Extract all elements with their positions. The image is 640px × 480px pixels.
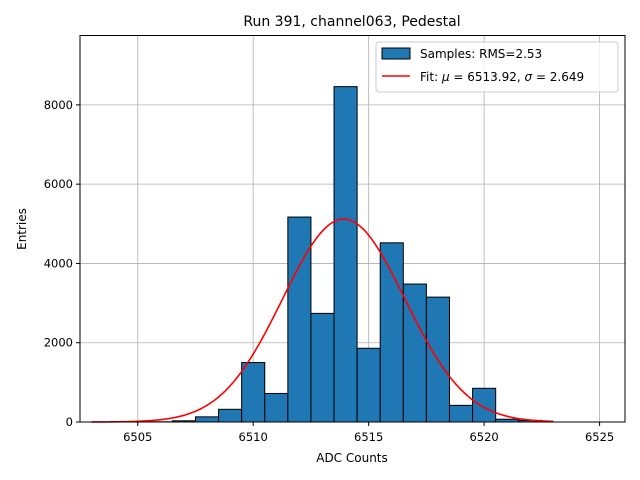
y-tick-label: 0: [66, 415, 73, 429]
gaussian-fit-curve: [91, 218, 554, 423]
legend-fit-prefix: Fit:: [420, 70, 442, 84]
legend-frame: [375, 41, 619, 93]
histogram-bar: [448, 404, 474, 423]
histogram-bar: [194, 416, 220, 423]
histogram-bar: [287, 216, 312, 423]
x-tick-label: 6520: [469, 430, 498, 444]
histogram-bar: [402, 283, 427, 423]
legend-fit-sigma-value: = 2.649: [532, 70, 584, 84]
histogram-bar: [472, 387, 497, 423]
x-tick-label: 6515: [354, 430, 383, 444]
legend-fit-label: Fit: μ = 6513.92, σ = 2.649: [420, 70, 584, 84]
legend-histogram-label: Samples: RMS=2.53: [420, 47, 542, 61]
x-axis-label: ADC Counts: [316, 451, 388, 465]
histogram-bar: [356, 347, 381, 423]
x-axis-ticks: 6505 6510 6515 6520 6525: [123, 422, 614, 444]
plot-frame: [79, 35, 626, 423]
y-tick-label: 6000: [44, 177, 73, 191]
y-tick-label: 2000: [44, 336, 73, 350]
y-tick-label: 4000: [44, 256, 73, 270]
legend-fit-mu-symbol: μ: [441, 70, 450, 84]
histogram-bar: [241, 362, 266, 423]
histogram-bar: [218, 408, 243, 423]
x-tick-label: 6510: [239, 430, 268, 444]
legend: Samples: RMS=2.53 Fit: μ = 6513.92, σ = …: [375, 41, 619, 93]
y-tick-label: 8000: [44, 98, 73, 112]
fit-curve-group: [91, 218, 554, 423]
x-tick-label: 6525: [585, 430, 614, 444]
histogram-bar: [264, 392, 289, 423]
y-axis-label: Entries: [15, 208, 29, 250]
histogram-bars: [148, 86, 543, 423]
legend-histogram-swatch: [381, 47, 411, 60]
x-tick-label: 6505: [123, 430, 152, 444]
chart-title: Run 391, channel063, Pedestal: [243, 14, 460, 30]
histogram-bar: [310, 312, 335, 423]
y-axis-ticks: 0 2000 4000 6000 8000: [44, 98, 80, 429]
histogram-bar: [333, 86, 358, 423]
histogram-bar: [379, 242, 404, 423]
legend-fit-mu-value: = 6513.92,: [450, 70, 525, 84]
legend-fit-sigma-symbol: σ: [525, 70, 533, 84]
